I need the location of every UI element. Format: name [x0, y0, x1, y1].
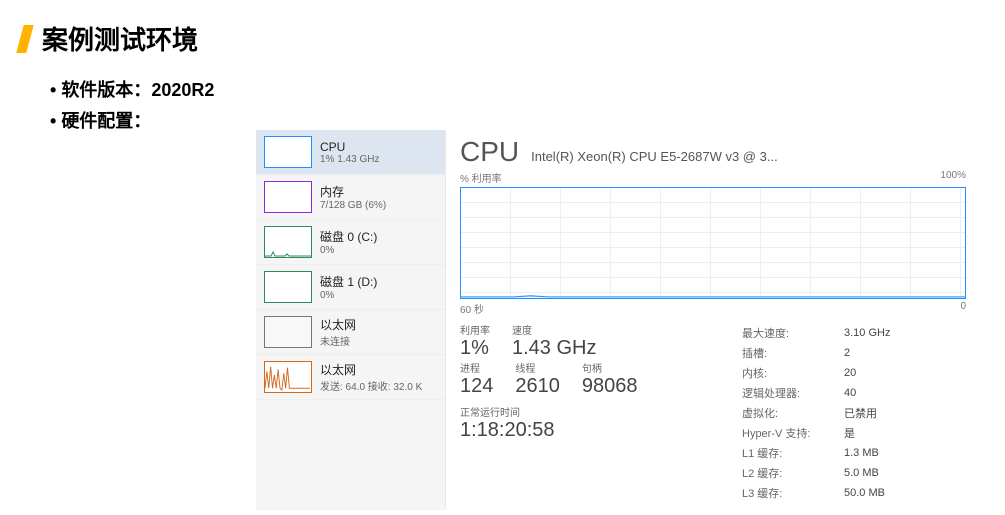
sidebar-item-cpu[interactable]: CPU 1% 1.43 GHz — [256, 130, 445, 175]
stats-row: 利用率 1% 速度 1.43 GHz 进程 124 线程 261 — [460, 322, 966, 504]
info-value: 已禁用 — [840, 404, 964, 422]
sidebar-item-sub: 1% 1.43 GHz — [320, 154, 379, 165]
stat-label: 进程 — [460, 360, 493, 375]
sidebar-item-title: 以太网 — [320, 361, 422, 378]
chart-x-left: 60 秒 — [460, 301, 484, 316]
info-key: 最大速度: — [738, 324, 838, 342]
sidebar-item-disk0[interactable]: 磁盘 0 (C:) 0% — [256, 220, 445, 265]
chart-y-max: 100% — [940, 170, 966, 185]
sidebar-item-ethernet1[interactable]: 以太网 发送: 64.0 接收: 32.0 K — [256, 355, 445, 400]
sidebar-item-sub: 0% — [320, 290, 377, 301]
bullet-label: 硬件配置： — [61, 111, 151, 131]
info-key: 逻辑处理器: — [738, 384, 838, 402]
info-row: 最大速度:3.10 GHz — [738, 324, 964, 342]
info-key: 内核: — [738, 364, 838, 382]
task-manager-window: CPU 1% 1.43 GHz 内存 7/128 GB (6%) 磁盘 0 (C… — [256, 130, 976, 510]
stat-label: 句柄 — [582, 360, 638, 375]
bullet-list: 软件版本：2020R2 硬件配置： — [0, 57, 1005, 136]
cpu-model: Intel(R) Xeon(R) CPU E5-2687W v3 @ 3... — [531, 149, 778, 164]
ethernet-thumb-icon — [264, 361, 312, 393]
sidebar-item-title: 磁盘 0 (C:) — [320, 228, 377, 245]
stat-label: 利用率 — [460, 322, 490, 337]
sidebar-item-sub: 发送: 64.0 接收: 32.0 K — [320, 378, 422, 393]
bullet-software: 软件版本：2020R2 — [50, 75, 1005, 106]
stat-speed: 速度 1.43 GHz — [512, 322, 596, 360]
stat-utilization: 利用率 1% — [460, 322, 490, 360]
info-row: 插槽:2 — [738, 344, 964, 362]
chart-y-label: % 利用率 — [460, 170, 502, 185]
slide-title: 案例测试环境 — [42, 20, 198, 57]
info-value: 2 — [840, 344, 964, 362]
sidebar-item-sub: 7/128 GB (6%) — [320, 200, 386, 211]
sidebar-item-memory[interactable]: 内存 7/128 GB (6%) — [256, 175, 445, 220]
info-row: L1 缓存:1.3 MB — [738, 444, 964, 462]
bullet-label: 软件版本： — [61, 80, 151, 100]
stats-left: 利用率 1% 速度 1.43 GHz 进程 124 线程 261 — [460, 322, 718, 504]
uptime-value: 1:18:20:58 — [460, 419, 718, 442]
chart-top-labels: % 利用率 100% — [460, 170, 966, 185]
info-value: 是 — [840, 424, 964, 442]
info-row: L3 缓存:50.0 MB — [738, 484, 964, 502]
stat-handles: 句柄 98068 — [582, 360, 638, 398]
chart-x-right: 0 — [960, 301, 966, 316]
main-title: CPU — [460, 136, 519, 168]
stats-right: 最大速度:3.10 GHz插槽:2内核:20逻辑处理器:40虚拟化:已禁用Hyp… — [736, 322, 966, 504]
performance-sidebar: CPU 1% 1.43 GHz 内存 7/128 GB (6%) 磁盘 0 (C… — [256, 130, 446, 510]
info-row: L2 缓存:5.0 MB — [738, 464, 964, 482]
bullet-value: 2020R2 — [151, 80, 214, 100]
info-value: 3.10 GHz — [840, 324, 964, 342]
sidebar-item-disk1[interactable]: 磁盘 1 (D:) 0% — [256, 265, 445, 310]
main-header: CPU Intel(R) Xeon(R) CPU E5-2687W v3 @ 3… — [460, 136, 966, 168]
cpu-thumb-icon — [264, 136, 312, 168]
performance-main: CPU Intel(R) Xeon(R) CPU E5-2687W v3 @ 3… — [446, 130, 976, 510]
info-row: 虚拟化:已禁用 — [738, 404, 964, 422]
stat-value: 98068 — [582, 375, 638, 398]
sidebar-item-title: CPU — [320, 140, 379, 154]
cpu-info-table: 最大速度:3.10 GHz插槽:2内核:20逻辑处理器:40虚拟化:已禁用Hyp… — [736, 322, 966, 504]
stat-value: 2610 — [515, 375, 560, 398]
uptime-label: 正常运行时间 — [460, 404, 718, 419]
info-key: Hyper-V 支持: — [738, 424, 838, 442]
sidebar-item-title: 内存 — [320, 183, 386, 200]
sidebar-item-sub: 未连接 — [320, 333, 356, 348]
slide-header: 案例测试环境 — [0, 0, 1005, 57]
stat-value: 1% — [460, 337, 490, 360]
info-row: 内核:20 — [738, 364, 964, 382]
stat-group-secondary: 进程 124 线程 2610 句柄 98068 — [460, 360, 718, 398]
sidebar-item-title: 磁盘 1 (D:) — [320, 273, 377, 290]
stat-value: 1.43 GHz — [512, 337, 596, 360]
sidebar-item-sub: 0% — [320, 245, 377, 256]
info-key: L3 缓存: — [738, 484, 838, 502]
info-value: 5.0 MB — [840, 464, 964, 482]
info-value: 20 — [840, 364, 964, 382]
info-key: L1 缓存: — [738, 444, 838, 462]
stat-value: 124 — [460, 375, 493, 398]
sidebar-item-ethernet0[interactable]: 以太网 未连接 — [256, 310, 445, 355]
stat-label: 速度 — [512, 322, 596, 337]
stat-threads: 线程 2610 — [515, 360, 560, 398]
info-key: L2 缓存: — [738, 464, 838, 482]
info-value: 40 — [840, 384, 964, 402]
info-row: Hyper-V 支持:是 — [738, 424, 964, 442]
accent-bar — [16, 25, 34, 53]
stat-processes: 进程 124 — [460, 360, 493, 398]
stat-label: 线程 — [515, 360, 560, 375]
info-value: 1.3 MB — [840, 444, 964, 462]
cpu-usage-chart[interactable] — [460, 187, 966, 299]
info-key: 插槽: — [738, 344, 838, 362]
ethernet-thumb-icon — [264, 316, 312, 348]
stat-group-primary: 利用率 1% 速度 1.43 GHz — [460, 322, 718, 360]
chart-bottom-labels: 60 秒 0 — [460, 301, 966, 316]
memory-thumb-icon — [264, 181, 312, 213]
sidebar-item-title: 以太网 — [320, 316, 356, 333]
disk-thumb-icon — [264, 226, 312, 258]
disk-thumb-icon — [264, 271, 312, 303]
info-row: 逻辑处理器:40 — [738, 384, 964, 402]
info-value: 50.0 MB — [840, 484, 964, 502]
info-key: 虚拟化: — [738, 404, 838, 422]
